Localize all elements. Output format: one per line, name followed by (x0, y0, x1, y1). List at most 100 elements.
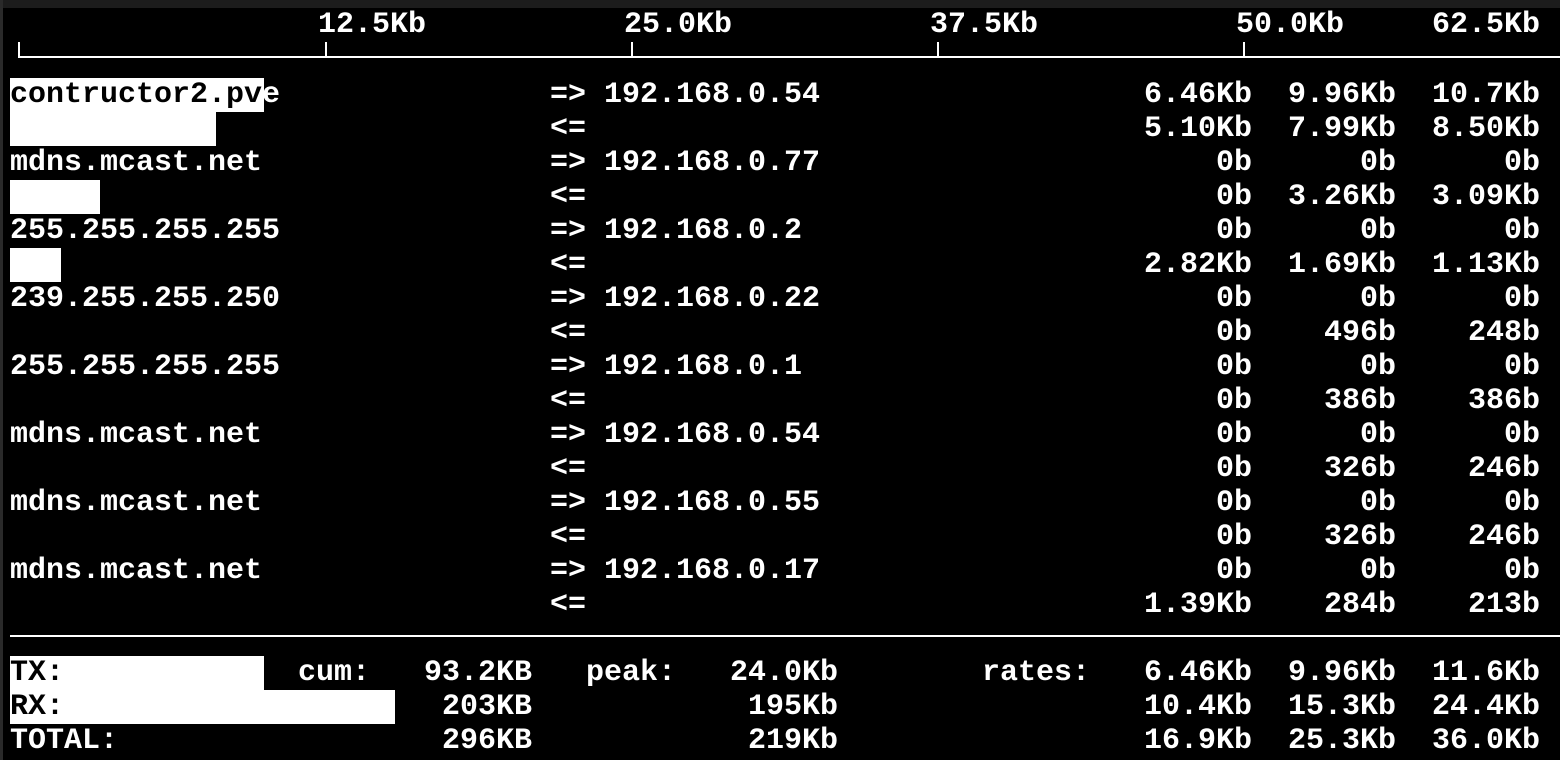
tx-rate: 0b (1359, 214, 1396, 248)
total-rate: 11.6Kb (1431, 656, 1540, 690)
peer-address: 192.168.0.2 (604, 214, 803, 248)
tx-rate: 0b (1503, 554, 1540, 588)
peak-value: 219Kb (747, 724, 838, 758)
cum-label: cum: (298, 656, 371, 690)
host-name: 255.255.255.255 (10, 214, 281, 248)
rx-rate: 3.26Kb (1287, 180, 1396, 214)
scale-tick (937, 42, 939, 58)
cum-value: 203KB (441, 690, 532, 724)
rx-rate: 213b (1467, 588, 1540, 622)
total-rate: 9.96Kb (1287, 656, 1396, 690)
rx-arrow: <= (550, 452, 587, 486)
rx-rate: 284b (1323, 588, 1396, 622)
tx-arrow: => (550, 214, 587, 248)
rx-arrow: <= (550, 112, 587, 146)
rx-rate: 248b (1467, 316, 1540, 350)
rx-rate: 386b (1323, 384, 1396, 418)
rx-rate: 2.82Kb (1143, 248, 1252, 282)
scale-tick-label: 50.0Kb (1236, 8, 1345, 42)
total-rate: 24.4Kb (1431, 690, 1540, 724)
rx-rate: 246b (1467, 520, 1540, 554)
host-name: mdns.mcast.net (10, 554, 263, 588)
totals-label: TOTAL: (10, 724, 119, 758)
scale-tick-label: 12.5Kb (318, 8, 427, 42)
total-rate: 15.3Kb (1287, 690, 1396, 724)
scale-tick-label: 62.5Kb (1432, 8, 1541, 42)
scale-tick-label: 25.0Kb (624, 8, 733, 42)
scale-tick (325, 42, 327, 58)
tx-rate: 0b (1215, 282, 1252, 316)
tx-rate: 0b (1359, 350, 1396, 384)
tx-arrow: => (550, 78, 587, 112)
tx-rate: 0b (1503, 282, 1540, 316)
tx-rate: 0b (1359, 418, 1396, 452)
rx-rate: 1.69Kb (1287, 248, 1396, 282)
rx-bar (10, 112, 216, 146)
rx-rate: 246b (1467, 452, 1540, 486)
tx-rate: 0b (1359, 146, 1396, 180)
rx-rate: 0b (1215, 520, 1252, 554)
total-rate: 36.0Kb (1431, 724, 1540, 758)
rx-rate: 7.99Kb (1287, 112, 1396, 146)
rx-arrow: <= (550, 588, 587, 622)
scale-tick (631, 42, 633, 58)
tx-rate: 9.96Kb (1287, 78, 1396, 112)
scale-tick-label: 37.5Kb (930, 8, 1039, 42)
rx-rate: 0b (1215, 316, 1252, 350)
rx-rate: 5.10Kb (1143, 112, 1252, 146)
tx-arrow: => (550, 554, 587, 588)
tx-arrow: => (550, 418, 587, 452)
window-frame-top (0, 0, 1560, 8)
rx-rate: 0b (1215, 384, 1252, 418)
scale-tick (1243, 42, 1245, 58)
rx-arrow: <= (550, 248, 587, 282)
rx-arrow: <= (550, 520, 587, 554)
host-name: mdns.mcast.net (10, 146, 263, 180)
tx-rate: 0b (1359, 554, 1396, 588)
total-rate: 16.9Kb (1143, 724, 1252, 758)
tx-arrow: => (550, 486, 587, 520)
tx-rate: 0b (1215, 146, 1252, 180)
peer-address: 192.168.0.22 (604, 282, 821, 316)
tx-rate: 0b (1503, 214, 1540, 248)
tx-rate: 6.46Kb (1143, 78, 1252, 112)
host-name: 255.255.255.255 (10, 350, 281, 384)
peer-address: 192.168.0.54 (604, 78, 821, 112)
scale-origin-tick (18, 42, 20, 58)
peak-value: 24.0Kb (729, 656, 838, 690)
cum-value: 296KB (441, 724, 532, 758)
tx-rate: 0b (1503, 418, 1540, 452)
rx-rate: 0b (1215, 180, 1252, 214)
total-rate: 6.46Kb (1143, 656, 1252, 690)
tx-rate: 0b (1503, 146, 1540, 180)
totals-separator (10, 635, 1560, 637)
rx-rate: 1.39Kb (1143, 588, 1252, 622)
tx-rate: 0b (1215, 486, 1252, 520)
rx-rate: 326b (1323, 520, 1396, 554)
cum-value: 93.2KB (423, 656, 532, 690)
tx-rate: 0b (1503, 350, 1540, 384)
tx-rate: 0b (1215, 214, 1252, 248)
host-name: mdns.mcast.net (10, 486, 263, 520)
rx-rate: 386b (1467, 384, 1540, 418)
totals-label: TX: (10, 656, 65, 690)
peak-value: 195Kb (747, 690, 838, 724)
tx-rate: 0b (1215, 418, 1252, 452)
peer-address: 192.168.0.54 (604, 418, 821, 452)
rx-rate: 496b (1323, 316, 1396, 350)
peer-address: 192.168.0.17 (604, 554, 821, 588)
rx-rate: 1.13Kb (1431, 248, 1540, 282)
host-name: contructor2.pve (10, 78, 281, 112)
tx-bar (10, 78, 264, 112)
rx-rate: 326b (1323, 452, 1396, 486)
peer-address: 192.168.0.1 (604, 350, 803, 384)
rx-total-bar (10, 690, 395, 724)
peer-address: 192.168.0.55 (604, 486, 821, 520)
rx-rate: 0b (1215, 452, 1252, 486)
rx-bar (10, 248, 61, 282)
peer-address: 192.168.0.77 (604, 146, 821, 180)
tx-arrow: => (550, 350, 587, 384)
totals-label: RX: (10, 690, 65, 724)
rx-rate: 8.50Kb (1431, 112, 1540, 146)
